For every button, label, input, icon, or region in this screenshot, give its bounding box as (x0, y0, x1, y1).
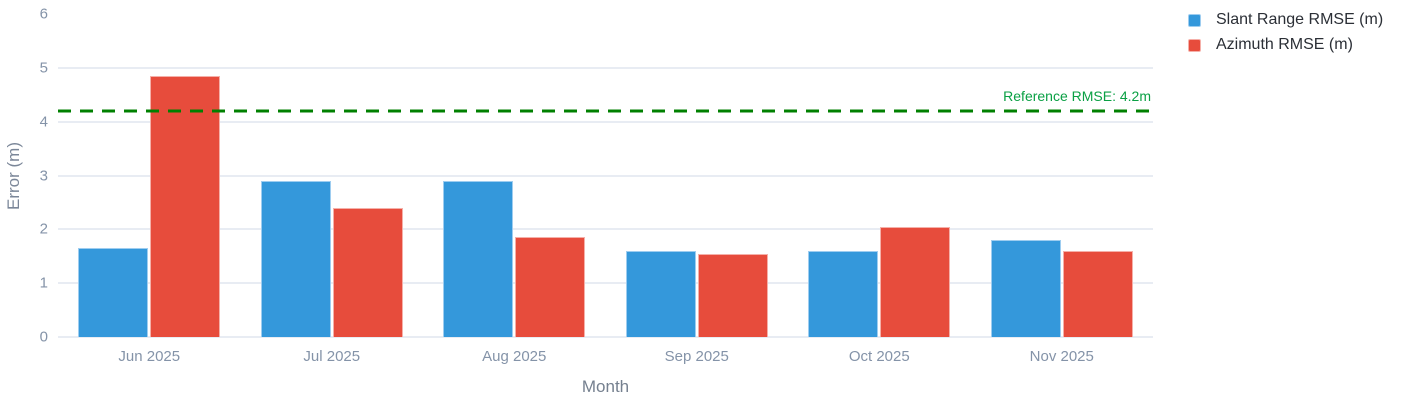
y-tick-label: 2 (39, 220, 48, 238)
bar (332, 207, 403, 337)
gridline (58, 282, 1153, 285)
x-tick-label: Jun 2025 (118, 348, 181, 365)
reference-line (58, 109, 1153, 113)
bar (260, 180, 331, 337)
legend-label-azimuth: Azimuth RMSE (m) (1216, 36, 1353, 53)
y-tick-label: 1 (39, 274, 48, 292)
y-tick-label: 3 (39, 167, 48, 184)
y-tick-label: 5 (39, 59, 48, 77)
legend-item-slant-range[interactable]: Slant Range RMSE (m) (1188, 11, 1383, 29)
plot-area: 0 1 2 3 4 5 6 Jun 2025 Jul 2025 Aug 2025 Sep 2025 O… (40, 6, 1153, 365)
gridline (58, 228, 1153, 231)
legend: Slant Range RMSE (m) Azimuth RMSE (m) (1188, 11, 1383, 61)
x-tick-label: Nov 2025 (1029, 348, 1094, 365)
bar (78, 248, 149, 337)
bar (697, 253, 768, 337)
legend-item-azimuth[interactable]: Azimuth RMSE (m) (1188, 36, 1383, 54)
x-tick-label: Oct 2025 (848, 348, 910, 365)
gridline (58, 336, 1153, 338)
gridline (58, 66, 1153, 69)
x-tick-label: Aug 2025 (482, 348, 547, 365)
bar (808, 250, 879, 337)
gridline (58, 174, 1153, 177)
legend-swatch-azimuth-icon (1188, 38, 1201, 52)
reference-line-label: Reference RMSE: 4.2m (1003, 87, 1151, 104)
x-axis-title: Month (581, 377, 630, 396)
x-tick-label: Sep 2025 (664, 348, 729, 365)
y-tick-label: 4 (39, 113, 48, 131)
gridline (58, 120, 1153, 123)
y-tick-label: 6 (39, 5, 48, 23)
bar (515, 237, 586, 337)
legend-swatch-slant-range-icon (1188, 13, 1201, 27)
bar (1062, 250, 1133, 337)
bar (990, 240, 1061, 337)
bar (443, 180, 514, 337)
y-tick-label: 0 (39, 328, 48, 346)
legend-label-slant-range: Slant Range RMSE (m) (1216, 11, 1384, 28)
bar (625, 250, 696, 337)
bar (880, 226, 951, 337)
bar (150, 75, 221, 337)
x-tick-label: Jul 2025 (303, 348, 361, 365)
